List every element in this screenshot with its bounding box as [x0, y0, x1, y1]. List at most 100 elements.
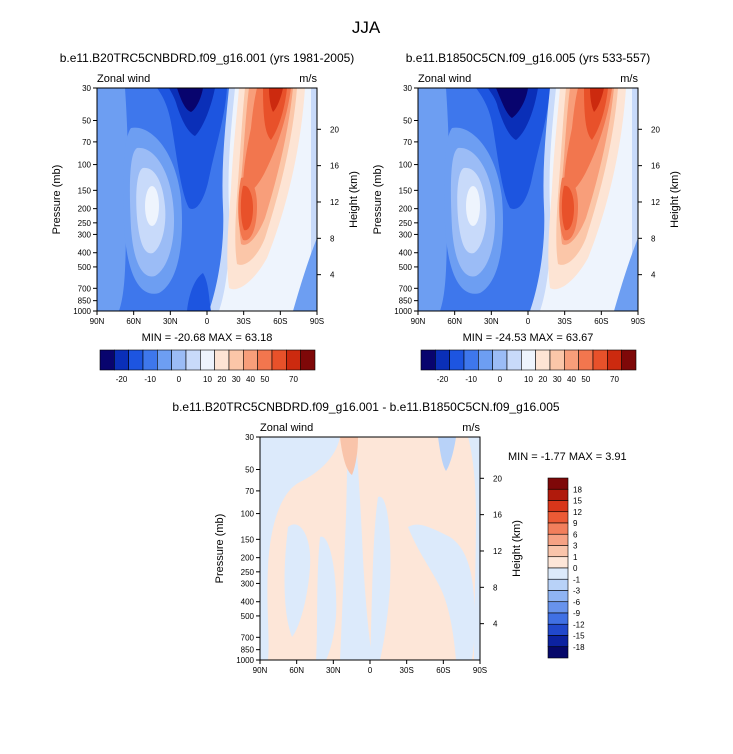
contour-fill: [263, 88, 287, 140]
colorbar-label: -20: [116, 375, 128, 384]
x-tick-label: 30S: [237, 317, 251, 326]
contour-fill: [97, 88, 128, 311]
panel-2-contour-field: [418, 88, 638, 311]
colorbar-swatch: [492, 349, 508, 371]
x-tick-label: 30S: [558, 317, 572, 326]
colorbar-swatch: [564, 349, 579, 371]
colorbar-label: 30: [553, 375, 562, 384]
y-tick-label: 30: [245, 433, 254, 442]
colorbar-swatch: [592, 349, 608, 371]
colorbar-swatch: [547, 578, 569, 591]
colorbar-label: 1: [573, 553, 578, 562]
contour-fill: [284, 524, 311, 637]
contour-fill: [466, 186, 480, 226]
colorbar-label: 12: [573, 508, 582, 517]
colorbar-label: -18: [573, 643, 585, 652]
y-tick-label: 850: [399, 297, 413, 306]
colorbar-swatch: [171, 349, 187, 371]
panel-3-contour-field: [260, 437, 480, 660]
colorbar-swatch: [449, 349, 465, 371]
y-right-tick-label: 8: [330, 234, 335, 243]
x-tick-label: 60N: [447, 317, 462, 326]
contour-fill: [590, 88, 604, 112]
contour-fill: [614, 238, 638, 311]
colorbar-swatch: [214, 349, 230, 371]
colorbar-label: -12: [573, 620, 585, 629]
y-tick-label: 700: [399, 284, 413, 293]
colorbar-label: 6: [573, 530, 578, 539]
y-tick-label: 850: [78, 297, 92, 306]
panel-2-units-label: m/s: [620, 73, 638, 85]
x-tick-label: 0: [205, 317, 210, 326]
colorbar-label: 10: [203, 375, 212, 384]
x-tick-label: 0: [526, 317, 531, 326]
contour-fill: [145, 186, 159, 226]
y-right-tick-label: 16: [330, 162, 339, 171]
colorbar-swatch: [420, 349, 436, 371]
colorbar-swatch: [607, 349, 622, 371]
y-tick-label: 30: [82, 84, 91, 93]
colorbar-label: 70: [289, 375, 298, 384]
colorbar-label: 50: [581, 375, 590, 384]
y-tick-label: 100: [78, 161, 92, 170]
y-tick-label: 500: [399, 263, 413, 272]
y-axis-title: Pressure (mb): [372, 165, 384, 235]
y-right-tick-label: 16: [493, 511, 502, 520]
colorbar-label: 18: [573, 485, 582, 494]
y-tick-label: 100: [241, 510, 255, 519]
colorbar-label: 40: [246, 375, 255, 384]
colorbar-swatch: [185, 349, 201, 371]
contour-fill: [316, 536, 337, 660]
colorbar-swatch: [547, 567, 569, 580]
x-tick-label: 60N: [289, 666, 304, 675]
y-tick-label: 70: [245, 487, 254, 496]
x-tick-label: 90N: [90, 317, 105, 326]
y-right-tick-label: 4: [330, 271, 335, 280]
y-tick-label: 30: [403, 84, 412, 93]
colorbar-swatch: [99, 349, 115, 371]
contour-fill: [157, 88, 227, 209]
y-tick-label: 300: [399, 230, 413, 239]
contour-fill: [293, 238, 317, 311]
y-right-tick-label: 20: [330, 125, 339, 134]
contour-fill: [584, 88, 608, 140]
panel-1-units-label: m/s: [299, 73, 317, 85]
colorbar-swatch: [547, 623, 569, 636]
colorbar-label: 70: [610, 375, 619, 384]
colorbar-swatch: [535, 349, 551, 371]
colorbar-swatch: [547, 590, 569, 603]
panel-1-contour-field: [97, 88, 317, 311]
y-tick-label: 150: [241, 535, 255, 544]
y-tick-label: 400: [241, 598, 255, 607]
colorbar-swatch: [547, 511, 569, 524]
colorbar-swatch: [478, 349, 493, 371]
colorbar-swatch: [286, 349, 301, 371]
colorbar-swatch: [547, 646, 569, 659]
y-tick-label: 700: [78, 284, 92, 293]
colorbar-swatch: [435, 349, 450, 371]
colorbar-swatch: [506, 349, 522, 371]
contour-fill: [187, 273, 211, 311]
y-right-tick-label: 12: [493, 547, 502, 556]
colorbar-swatch: [547, 500, 569, 513]
colorbar-label: -3: [573, 587, 581, 596]
contour-fill: [561, 185, 574, 231]
panel-1-colorbar: -20 -10 0 10 20 30 40 50 70: [99, 349, 316, 384]
y-tick-label: 150: [78, 186, 92, 195]
y-right-tick-label: 4: [651, 271, 656, 280]
contour-fill: [340, 437, 358, 475]
panel-1-variable-label: Zonal wind: [97, 73, 150, 85]
x-tick-label: 60N: [126, 317, 141, 326]
y-right-tick-label: 20: [651, 125, 660, 134]
figure-title: JJA: [352, 18, 381, 37]
x-tick-label: 90S: [310, 317, 324, 326]
x-tick-label: 60S: [594, 317, 608, 326]
panel-3-title: b.e11.B20TRC5CNBDRD.f09_g16.001 - b.e11.…: [172, 400, 559, 414]
contour-fill: [370, 496, 391, 660]
y-tick-label: 70: [82, 138, 91, 147]
contour-fill: [410, 437, 437, 497]
colorbar-label: 9: [573, 519, 578, 528]
contour-fill: [476, 88, 550, 209]
x-tick-label: 30N: [326, 666, 341, 675]
colorbar-label: 10: [524, 375, 533, 384]
